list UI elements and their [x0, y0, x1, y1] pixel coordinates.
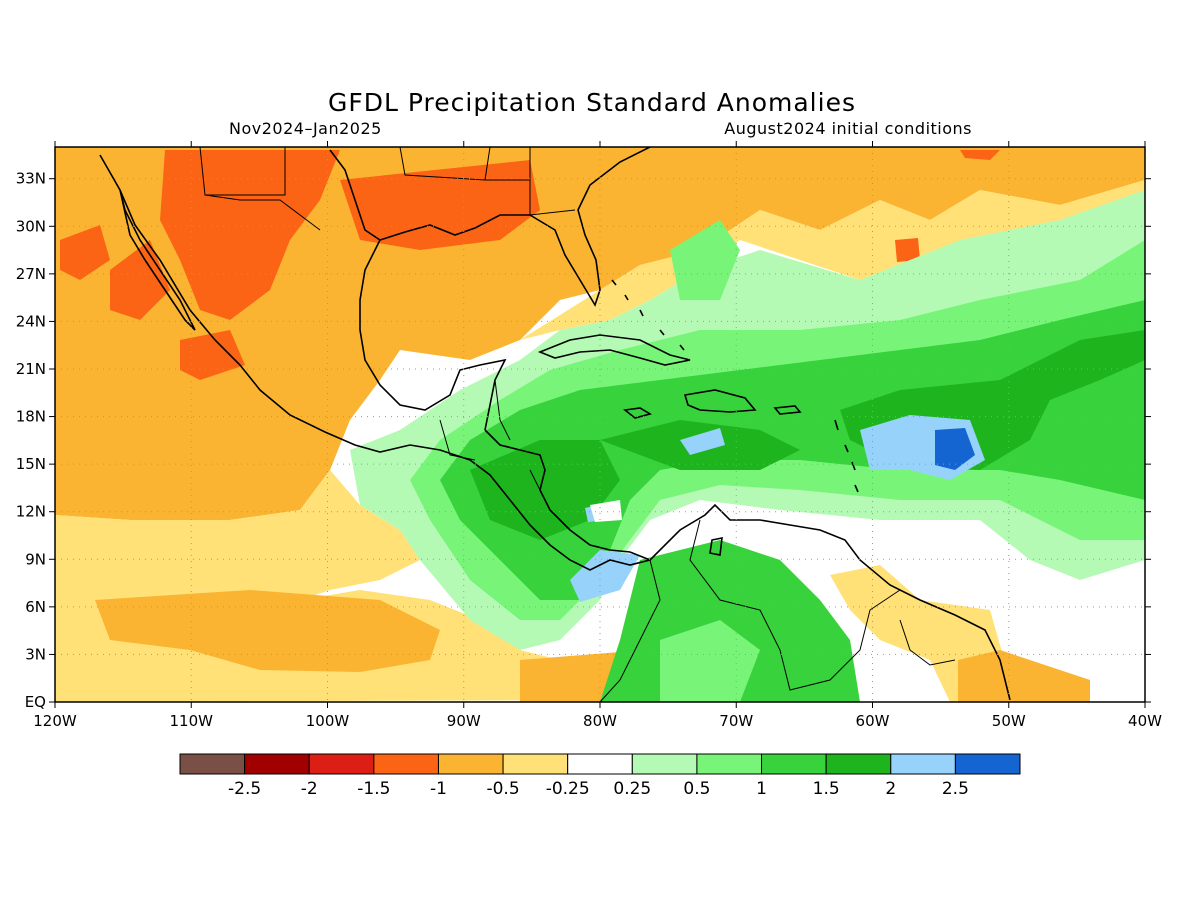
- colorbar-swatch: [825, 753, 892, 775]
- colorbar-swatch: [437, 753, 504, 775]
- lat-tick-label: EQ: [25, 693, 46, 711]
- political-borders: [199, 147, 956, 702]
- lat-tick-label: 18N: [16, 408, 46, 426]
- graticule: [55, 147, 1145, 702]
- lon-tick-label: 110W: [170, 712, 214, 730]
- colorbar-label: 2: [885, 779, 896, 799]
- colorbar-label: -1.5: [357, 779, 390, 799]
- anomaly-shading: [55, 147, 1145, 702]
- colorbar-swatch: [696, 753, 763, 775]
- colorbar-label: -2.5: [228, 779, 261, 799]
- colorbar-label: -2: [301, 779, 318, 799]
- colorbar-swatch: [567, 753, 633, 775]
- lat-tick-label: 3N: [25, 645, 46, 663]
- lat-tick-label: 33N: [16, 170, 46, 188]
- lon-tick-label: 70W: [719, 712, 753, 730]
- colorbar-label: 1.5: [813, 779, 840, 799]
- lat-tick-label: 27N: [16, 265, 46, 283]
- colorbar: -2.5 -2 -1.5 -1 -0.5 -0.25 0.25 0.5 1 1.5 2 2.5: [179, 753, 1021, 799]
- season-label: Nov2024–Jan2025: [229, 119, 382, 138]
- colorbar-swatch: [631, 753, 698, 775]
- lat-tick-label: 30N: [16, 217, 46, 235]
- longitude-axis: 120W 110W 100W 90W 80W 70W 60W 50W 40W: [33, 141, 1162, 730]
- colorbar-label: 1: [756, 779, 767, 799]
- coastlines: [99, 147, 1011, 701]
- colorbar-swatch: [244, 753, 310, 775]
- lat-tick-label: 21N: [16, 360, 46, 378]
- lon-tick-label: 90W: [447, 712, 481, 730]
- colorbar-label: 2.5: [942, 779, 969, 799]
- initial-conditions-label: August2024 initial conditions: [724, 119, 972, 138]
- colorbar-swatch: [954, 753, 1021, 775]
- lat-tick-label: 6N: [25, 598, 46, 616]
- colorbar-label: -0.5: [486, 779, 519, 799]
- lat-tick-label: 24N: [16, 312, 46, 330]
- colorbar-swatch: [502, 753, 569, 775]
- colorbar-swatch: [179, 753, 246, 775]
- lon-tick-label: 100W: [306, 712, 350, 730]
- colorbar-label: -1: [430, 779, 447, 799]
- lat-tick-label: 12N: [16, 503, 46, 521]
- latitude-axis: EQ 3N 6N 9N 12N 15N 18N 21N 24N 27N 30N 33N: [16, 170, 1151, 711]
- lat-tick-label: 15N: [16, 455, 46, 473]
- lon-tick-label: 60W: [856, 712, 890, 730]
- lat-tick-label: 9N: [25, 550, 46, 568]
- colorbar-swatch: [761, 753, 827, 775]
- colorbar-label: -0.25: [546, 779, 590, 799]
- colorbar-label: 0.5: [683, 779, 710, 799]
- lon-tick-label: 80W: [583, 712, 617, 730]
- lon-tick-label: 40W: [1128, 712, 1162, 730]
- colorbar-swatch: [890, 753, 956, 775]
- lon-tick-label: 120W: [33, 712, 77, 730]
- colorbar-label: 0.25: [613, 779, 651, 799]
- colorbar-swatch: [373, 753, 439, 775]
- colorbar-swatch: [308, 753, 375, 775]
- figure-title: GFDL Precipitation Standard Anomalies: [328, 88, 856, 117]
- lon-tick-label: 50W: [992, 712, 1026, 730]
